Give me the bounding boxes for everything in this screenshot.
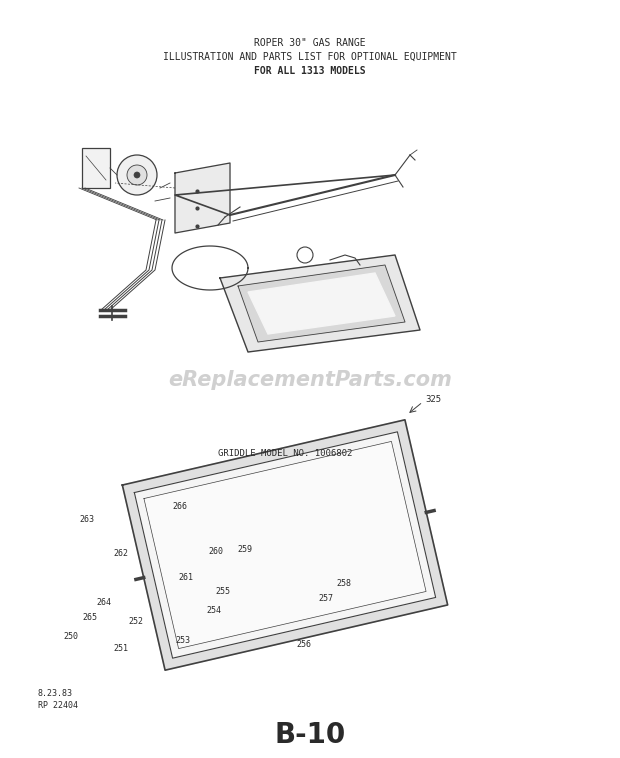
Circle shape: [134, 172, 140, 178]
Text: B-10: B-10: [275, 721, 345, 749]
Text: 258: 258: [337, 579, 352, 588]
Polygon shape: [238, 265, 405, 342]
Text: 259: 259: [237, 545, 252, 554]
Text: 265: 265: [82, 613, 97, 622]
Text: FOR ALL 1313 MODELS: FOR ALL 1313 MODELS: [254, 66, 366, 76]
Polygon shape: [175, 163, 230, 233]
Circle shape: [127, 165, 147, 185]
Polygon shape: [248, 273, 395, 334]
Text: 252: 252: [129, 617, 144, 626]
Text: 264: 264: [97, 598, 112, 607]
Circle shape: [117, 155, 157, 195]
Text: ILLUSTRATION AND PARTS LIST FOR OPTIONAL EQUIPMENT: ILLUSTRATION AND PARTS LIST FOR OPTIONAL…: [163, 52, 457, 62]
Polygon shape: [135, 432, 436, 658]
Text: 261: 261: [179, 573, 193, 582]
Polygon shape: [122, 420, 448, 670]
Text: 256: 256: [296, 640, 311, 649]
Text: 263: 263: [79, 515, 94, 524]
Text: 325: 325: [425, 396, 441, 404]
Text: 266: 266: [172, 502, 187, 511]
Polygon shape: [220, 255, 420, 352]
Text: 262: 262: [113, 549, 128, 558]
Text: eReplacementParts.com: eReplacementParts.com: [168, 370, 452, 390]
Bar: [82, 148, 110, 188]
Circle shape: [297, 247, 313, 263]
Text: 260: 260: [208, 547, 223, 556]
Text: 251: 251: [113, 644, 128, 653]
Text: RP 22404: RP 22404: [38, 701, 78, 710]
Text: ROPER 30" GAS RANGE: ROPER 30" GAS RANGE: [254, 38, 366, 48]
Polygon shape: [144, 441, 426, 649]
Text: 8.23.83: 8.23.83: [38, 689, 73, 698]
Text: 257: 257: [318, 594, 333, 603]
Text: 253: 253: [175, 636, 190, 645]
Text: 254: 254: [206, 606, 221, 615]
Text: 250: 250: [64, 632, 79, 641]
Text: 255: 255: [216, 587, 231, 596]
Text: GRIDDLE MODEL NO. 1006802: GRIDDLE MODEL NO. 1006802: [218, 449, 352, 458]
